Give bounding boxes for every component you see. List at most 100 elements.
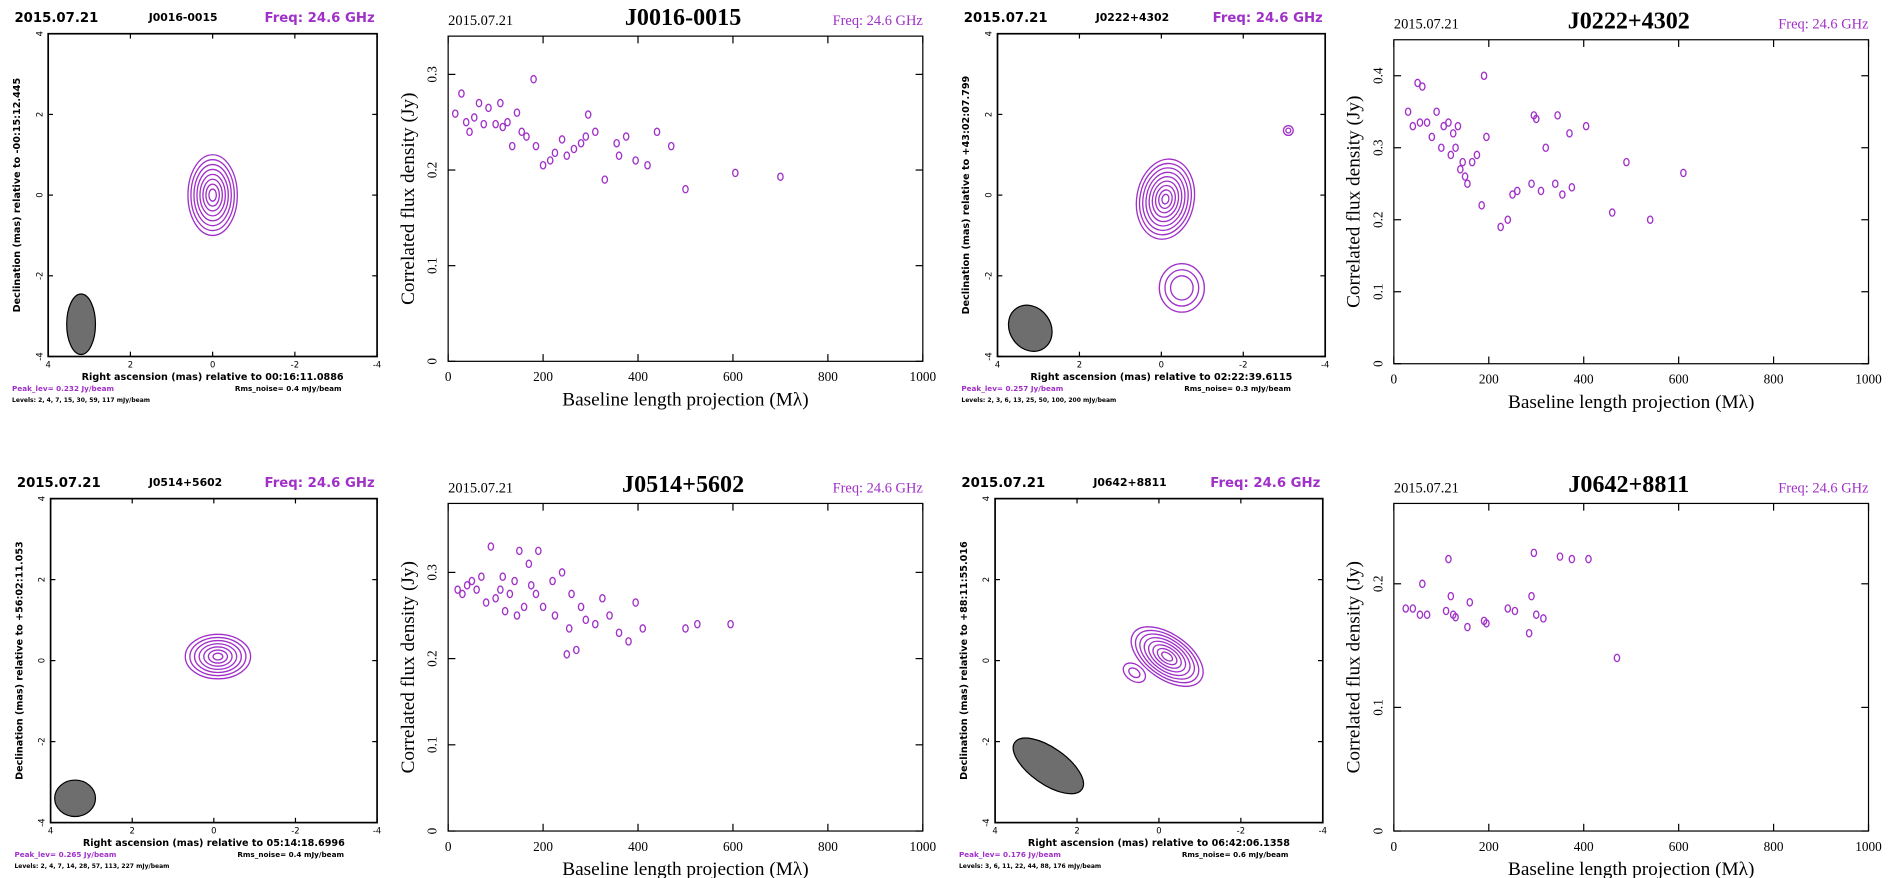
data-point xyxy=(1515,187,1520,194)
contour xyxy=(1153,184,1177,214)
data-point xyxy=(533,590,538,597)
plot-frame xyxy=(51,499,377,823)
data-point xyxy=(1467,599,1472,606)
data-point xyxy=(593,621,598,628)
x-tick-label: 400 xyxy=(1574,839,1594,854)
plot-frame xyxy=(448,503,923,831)
y-tick-label: 4 xyxy=(984,31,994,36)
data-point xyxy=(493,595,498,602)
contour xyxy=(208,650,227,663)
y-tick-label: -4 xyxy=(984,352,994,360)
map-source: J0016-0015 xyxy=(148,11,218,24)
y-tick-label: -2 xyxy=(984,272,994,280)
y-axis-label: Correlated flux density (Jy) xyxy=(398,93,419,305)
y-tick-label: 2 xyxy=(37,577,47,582)
plot-frame xyxy=(448,36,923,361)
data-point xyxy=(569,590,574,597)
plot-title: J0642+8811 xyxy=(1568,472,1689,498)
x-axis-label: Baseline length projection (Mλ) xyxy=(1508,392,1754,413)
beam xyxy=(1004,727,1092,804)
plot-frame xyxy=(1394,40,1869,364)
data-point xyxy=(1451,130,1456,137)
y-axis-label: Declination (mas) relative to -00:15:12.… xyxy=(12,78,23,313)
x-tick-label: 400 xyxy=(628,839,648,854)
y-axis-label: Correlated flux density (Jy) xyxy=(1344,561,1365,773)
contour xyxy=(1286,128,1291,133)
data-point xyxy=(1446,555,1451,562)
data-point xyxy=(1498,223,1503,230)
data-point xyxy=(1462,173,1467,180)
data-point xyxy=(559,136,564,143)
data-point xyxy=(498,99,503,106)
contour xyxy=(200,174,225,215)
data-point xyxy=(1448,593,1453,600)
data-point xyxy=(483,599,488,606)
x-tick-label: 200 xyxy=(533,839,553,854)
y-tick-label: 0.1 xyxy=(425,257,440,274)
data-point xyxy=(1453,144,1458,151)
scatter-panel: 2015.07.21J0222+4302Freq: 24.6 GHzBaseli… xyxy=(1344,8,1882,412)
y-tick-label: 0 xyxy=(1370,827,1385,834)
data-point xyxy=(1543,144,1548,151)
data-point xyxy=(514,612,519,619)
data-point xyxy=(1560,191,1565,198)
y-axis-label: Declination (mas) relative to +88:11:55.… xyxy=(959,541,970,780)
data-point xyxy=(564,651,569,658)
data-point xyxy=(493,121,498,128)
y-tick-label: 0.3 xyxy=(425,66,440,83)
data-point xyxy=(1529,180,1534,187)
x-tick-label: -2 xyxy=(1237,826,1245,836)
contour xyxy=(209,189,216,201)
y-tick-label: 0 xyxy=(34,192,44,197)
data-point xyxy=(1417,611,1422,618)
map-freq: Freq: 24.6 GHz xyxy=(1210,476,1320,491)
data-point xyxy=(683,625,688,632)
data-point xyxy=(476,99,481,106)
y-tick-label: 2 xyxy=(981,577,991,582)
contour-levels: Levels: 2, 4, 7, 15, 30, 59, 117 mJy/bea… xyxy=(12,397,150,404)
data-point xyxy=(1569,184,1574,191)
x-tick-label: 800 xyxy=(1764,839,1784,854)
data-point xyxy=(1481,72,1486,79)
data-point xyxy=(571,145,576,152)
map-date: 2015.07.21 xyxy=(14,11,98,26)
map-date: 2015.07.21 xyxy=(17,476,101,491)
data-point xyxy=(1557,553,1562,560)
data-point xyxy=(578,603,583,610)
contour xyxy=(1283,126,1293,136)
x-axis-label: Right ascension (mas) relative to 05:14:… xyxy=(83,838,345,849)
plot-frame xyxy=(998,34,1326,357)
data-point xyxy=(1424,119,1429,126)
x-tick-label: 800 xyxy=(818,839,838,854)
y-tick-label: 0 xyxy=(37,658,47,663)
data-point xyxy=(1681,169,1686,176)
x-axis-label: Right ascension (mas) relative to 02:22:… xyxy=(1030,372,1292,383)
data-point xyxy=(531,76,536,83)
y-tick-label: 0.1 xyxy=(1370,699,1385,716)
x-tick-label: -4 xyxy=(373,359,381,369)
data-point xyxy=(1405,108,1410,115)
x-tick-label: 2 xyxy=(130,826,135,836)
y-tick-label: 0.1 xyxy=(425,737,440,754)
map-source: J0642+8811 xyxy=(1092,476,1166,489)
data-point xyxy=(479,573,484,580)
x-tick-label: -2 xyxy=(291,359,299,369)
x-tick-label: 200 xyxy=(1479,839,1499,854)
data-point xyxy=(578,140,583,147)
data-point xyxy=(1420,83,1425,90)
x-tick-label: 600 xyxy=(1669,372,1689,387)
data-point xyxy=(524,133,529,140)
contour xyxy=(1138,630,1197,683)
x-tick-label: 200 xyxy=(533,369,553,384)
y-tick-label: 0 xyxy=(425,827,440,834)
x-tick-label: 4 xyxy=(995,359,1000,369)
data-point xyxy=(626,638,631,645)
contour xyxy=(195,641,242,673)
data-point xyxy=(1446,119,1451,126)
data-point xyxy=(1458,166,1463,173)
x-tick-label: 1000 xyxy=(1855,839,1882,854)
data-point xyxy=(1569,555,1574,562)
data-point xyxy=(459,90,464,97)
data-point xyxy=(1443,607,1448,614)
data-point xyxy=(583,133,588,140)
